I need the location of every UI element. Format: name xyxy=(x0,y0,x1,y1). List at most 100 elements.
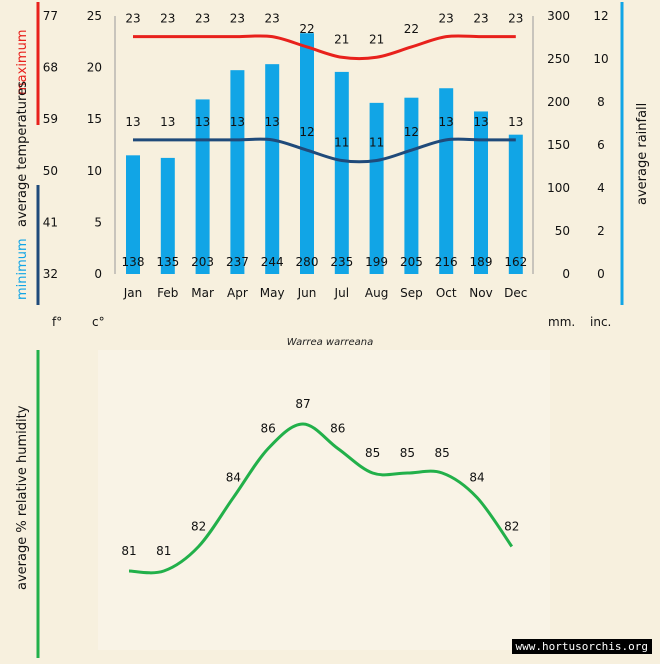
rain-value-label: 162 xyxy=(504,255,527,269)
rain-bar xyxy=(300,33,314,275)
min-value-label: 13 xyxy=(473,115,488,129)
rain-value-label: 135 xyxy=(156,255,179,269)
species-name: Warrea warreana xyxy=(287,337,373,348)
month-label: Feb xyxy=(157,286,178,300)
humidity-value-label: 85 xyxy=(400,446,415,460)
maximum-temperature-line xyxy=(133,34,516,61)
tick-label-c: 10 xyxy=(87,164,102,178)
max-value-label: 23 xyxy=(125,12,140,26)
month-label: Dec xyxy=(504,286,527,300)
tick-label-f: 32 xyxy=(43,267,58,281)
min-value-label: 13 xyxy=(508,115,523,129)
month-label: Nov xyxy=(469,286,492,300)
max-value-label: 23 xyxy=(265,12,280,26)
max-value-label: 21 xyxy=(334,32,349,46)
max-value-label: 23 xyxy=(508,12,523,26)
min-value-label: 13 xyxy=(265,115,280,129)
tick-label-mm: 300 xyxy=(547,9,570,23)
tick-label-mm: 150 xyxy=(547,138,570,152)
rain-bar xyxy=(126,155,140,274)
tick-label-inc: 0 xyxy=(597,267,605,281)
tick-label-mm: 100 xyxy=(547,181,570,195)
unit-mm-label: mm. xyxy=(548,315,575,329)
min-value-label: 11 xyxy=(369,135,384,149)
month-label: Aug xyxy=(365,286,388,300)
tick-label-inc: 10 xyxy=(593,52,608,66)
tick-label-mm: 0 xyxy=(562,267,570,281)
tick-label-f: 41 xyxy=(43,215,58,229)
unit-f-label: f° xyxy=(52,315,62,329)
tick-label-f: 50 xyxy=(43,164,58,178)
month-label: Jul xyxy=(334,286,349,300)
max-value-label: 23 xyxy=(195,12,210,26)
unit-c-label: c° xyxy=(92,315,105,329)
rain-bar xyxy=(334,71,349,275)
minimum-label: minimum xyxy=(15,238,30,300)
humidity-value-label: 81 xyxy=(156,544,171,558)
tick-label-c: 0 xyxy=(94,267,102,281)
tick-label-c: 25 xyxy=(87,9,102,23)
tick-label-c: 20 xyxy=(87,61,102,75)
max-value-label: 22 xyxy=(299,22,314,36)
rain-bar xyxy=(439,88,454,275)
unit-inc-label: inc. xyxy=(590,315,611,329)
month-label: Oct xyxy=(436,286,457,300)
month-label: May xyxy=(260,286,285,300)
rain-value-label: 235 xyxy=(330,255,353,269)
tick-label-mm: 200 xyxy=(547,95,570,109)
humidity-value-label: 85 xyxy=(435,446,450,460)
rain-bar xyxy=(265,64,280,274)
rain-bar xyxy=(404,97,419,274)
rain-bar xyxy=(160,157,175,274)
tick-label-f: 59 xyxy=(43,112,58,126)
rain-bar xyxy=(508,134,523,274)
rain-value-label: 237 xyxy=(226,255,249,269)
min-value-label: 13 xyxy=(160,115,175,129)
max-value-label: 23 xyxy=(160,12,175,26)
average-rainfall-label: average rainfall xyxy=(635,103,650,205)
tick-label-c: 5 xyxy=(94,215,102,229)
rain-bar xyxy=(195,99,210,274)
humidity-value-label: 86 xyxy=(261,422,276,436)
min-value-label: 11 xyxy=(334,135,349,149)
humidity-value-label: 86 xyxy=(330,422,345,436)
rain-value-label: 244 xyxy=(261,255,284,269)
humidity-value-label: 85 xyxy=(365,446,380,460)
tick-label-mm: 50 xyxy=(555,224,570,238)
max-value-label: 23 xyxy=(473,12,488,26)
rain-bar xyxy=(369,102,384,274)
max-value-label: 21 xyxy=(369,32,384,46)
month-label: Jun xyxy=(297,286,317,300)
humidity-value-label: 82 xyxy=(504,520,519,534)
humidity-value-label: 84 xyxy=(226,471,241,485)
rain-value-label: 199 xyxy=(365,255,388,269)
min-value-label: 13 xyxy=(230,115,245,129)
tick-label-inc: 12 xyxy=(593,9,608,23)
rain-value-label: 189 xyxy=(470,255,493,269)
tick-label-f: 77 xyxy=(43,9,58,23)
tick-label-c: 15 xyxy=(87,112,102,126)
rain-value-label: 216 xyxy=(435,255,458,269)
max-value-label: 23 xyxy=(439,12,454,26)
humidity-line xyxy=(128,422,514,575)
month-label: Jan xyxy=(123,286,143,300)
rain-bar xyxy=(230,70,245,275)
tick-label-inc: 6 xyxy=(597,138,605,152)
humidity-axis-label: average % relative humidity xyxy=(15,405,30,590)
min-value-label: 13 xyxy=(125,115,140,129)
humidity-value-label: 84 xyxy=(469,471,484,485)
tick-label-inc: 4 xyxy=(597,181,605,195)
rain-value-label: 205 xyxy=(400,255,423,269)
tick-label-inc: 2 xyxy=(597,224,605,238)
watermark: www.hortusorchis.org xyxy=(511,639,652,654)
maximum-label: maximum xyxy=(15,29,30,95)
rain-value-label: 203 xyxy=(191,255,214,269)
max-value-label: 22 xyxy=(404,22,419,36)
rain-value-label: 280 xyxy=(296,255,319,269)
humidity-value-label: 82 xyxy=(191,520,206,534)
rain-value-label: 138 xyxy=(122,255,145,269)
tick-label-f: 68 xyxy=(43,61,58,75)
max-value-label: 23 xyxy=(230,12,245,26)
minimum-temperature-line xyxy=(133,137,516,164)
